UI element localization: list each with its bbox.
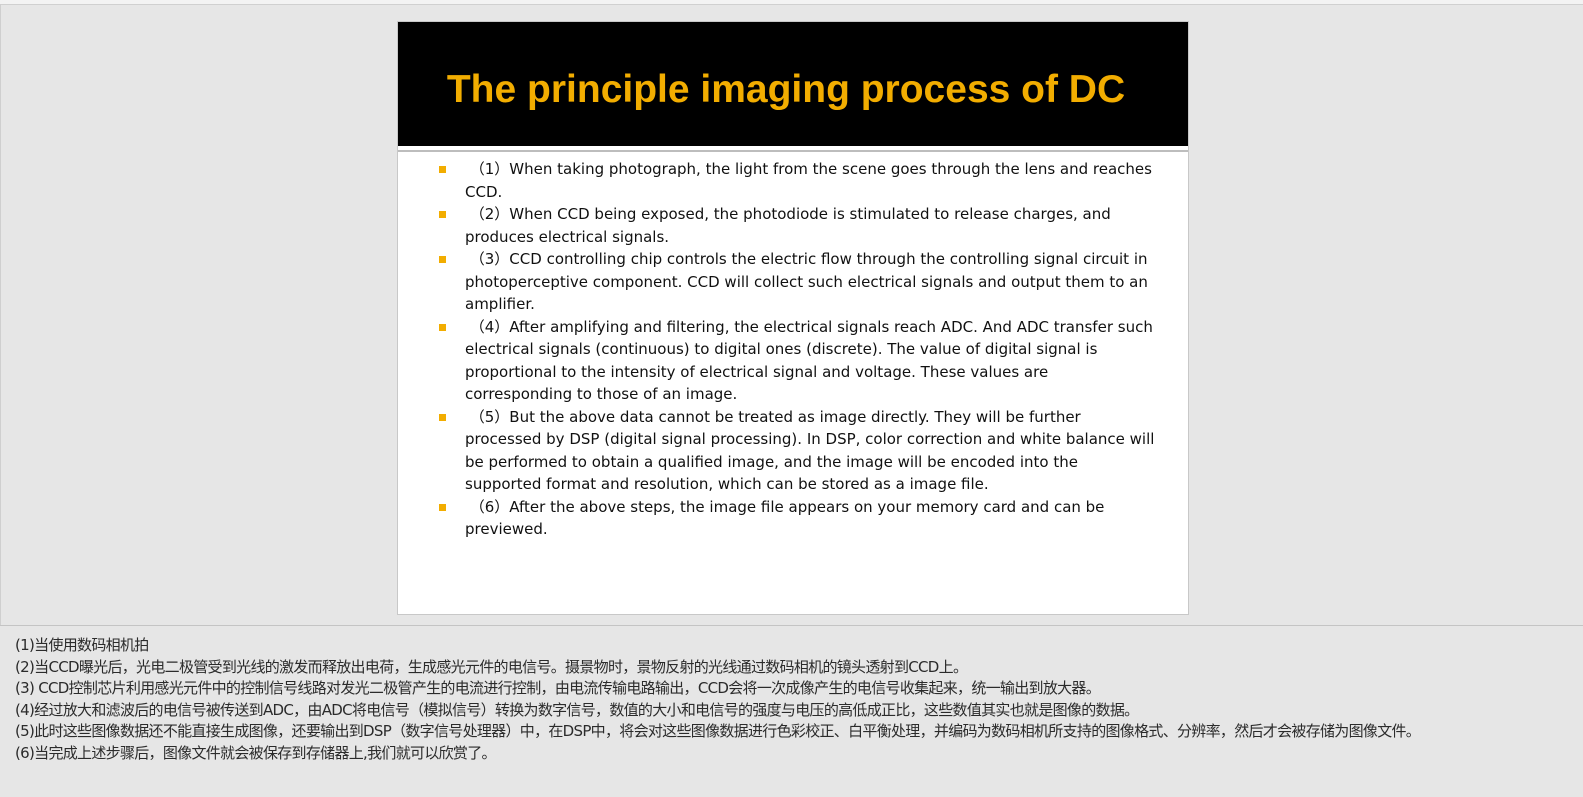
bullet-text: （1）When taking photograph, the light fro… xyxy=(465,160,1152,201)
square-bullet-icon xyxy=(439,166,446,173)
slide-title-bar: The principle imaging process of DC xyxy=(398,22,1188,146)
square-bullet-icon xyxy=(439,323,446,331)
slide[interactable]: The principle imaging process of DC （1）W… xyxy=(397,21,1189,615)
notes-pane-splitter[interactable] xyxy=(0,625,1583,626)
bullet-text: （6）After the above steps, the image file… xyxy=(465,497,1105,539)
window-top-edge xyxy=(0,0,1583,5)
speaker-notes-pane[interactable]: (1)当使用数码相机拍 (2)当CCD曝光后，光电二极管受到光线的激发而释放出电… xyxy=(0,626,1583,797)
window-left-edge xyxy=(0,4,1,626)
bullet-text: （5）But the above data cannot be treated … xyxy=(465,407,1155,494)
square-bullet-icon xyxy=(439,256,446,263)
slide-title[interactable]: The principle imaging process of DC xyxy=(446,68,1126,111)
square-bullet-icon xyxy=(439,413,446,421)
note-line: (3) CCD控制芯片利用感光元件中的控制信号线路对发光二极管产生的电流进行控制… xyxy=(15,679,1101,698)
note-line: (2)当CCD曝光后，光电二极管受到光线的激发而释放出电荷，生成感光元件的电信号… xyxy=(15,657,968,676)
note-line: (4)经过放大和滤波后的电信号被传送到ADC，由ADC将电信号（模拟信号）转换为… xyxy=(15,700,1139,719)
slide-bullet-list[interactable]: （1）When taking photograph, the light fro… xyxy=(438,158,1158,541)
bullet-text: （2）When CCD being exposed, the photodiod… xyxy=(465,205,1111,246)
bullet-item[interactable]: （1）When taking photograph, the light fro… xyxy=(438,158,1158,203)
bullet-text: （4）After amplifying and filtering, the e… xyxy=(465,317,1153,404)
bullet-item[interactable]: （4）After amplifying and filtering, the e… xyxy=(438,316,1158,406)
square-bullet-icon xyxy=(439,503,446,511)
title-divider xyxy=(398,146,1188,152)
bullet-item[interactable]: （2）When CCD being exposed, the photodiod… xyxy=(438,203,1158,248)
note-line: (1)当使用数码相机拍 xyxy=(15,636,149,654)
square-bullet-icon xyxy=(439,211,446,218)
note-line: (5)此时这些图像数据还不能直接生成图像，还要输出到DSP（数字信号处理器）中，… xyxy=(15,722,1421,741)
speaker-notes-text[interactable]: (1)当使用数码相机拍 (2)当CCD曝光后，光电二极管受到光线的激发而释放出电… xyxy=(15,635,1570,765)
bullet-text: （3）CCD controlling chip controls the ele… xyxy=(465,250,1148,313)
bullet-item[interactable]: （6）After the above steps, the image file… xyxy=(438,496,1158,541)
bullet-item[interactable]: （3）CCD controlling chip controls the ele… xyxy=(438,248,1158,316)
note-line: (6)当完成上述步骤后，图像文件就会被保存到存储器上,我们就可以欣赏了。 xyxy=(15,743,497,762)
bullet-item[interactable]: （5）But the above data cannot be treated … xyxy=(438,406,1158,496)
slide-editing-pane[interactable]: The principle imaging process of DC （1）W… xyxy=(1,5,1583,625)
